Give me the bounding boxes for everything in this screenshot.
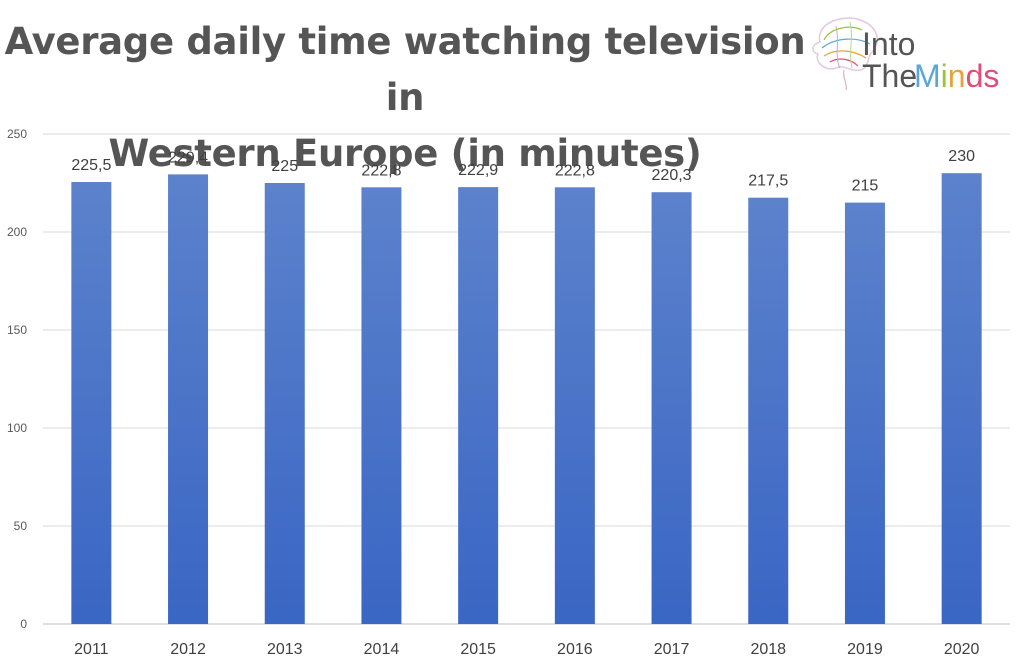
x-tick-label: 2013 [267,641,303,658]
y-tick-label: 100 [7,421,27,435]
data-label: 222,9 [458,162,498,179]
data-label: 225,5 [71,157,111,174]
bar-2019 [844,202,885,624]
data-label: 229,4 [168,149,208,166]
x-tick-label: 2014 [364,641,400,658]
data-label: 215 [852,178,879,195]
intotheminds-logo: Into The Minds [800,12,1015,97]
y-tick-label: 0 [20,617,27,631]
x-tick-label: 2016 [557,641,593,658]
logo-word-the: The [862,58,918,94]
x-tick-label: 2017 [654,641,690,658]
logo-word-into: Into [862,26,916,62]
data-label: 225 [271,158,298,175]
x-tick-label: 2018 [750,641,786,658]
data-label: 230 [948,148,975,165]
data-label: 222,8 [555,162,595,179]
data-label: 217,5 [748,173,788,190]
bar-2012 [168,174,209,624]
y-tick-label: 150 [7,323,27,337]
data-label: 220,3 [652,167,692,184]
y-tick-label: 200 [7,225,27,239]
data-labels: 225,5 229,4 225 222,8 222,9 222,8 220,3 217,5 21… [71,148,975,194]
bar-2017 [651,192,692,624]
bar-2014 [361,187,402,624]
bars [71,173,982,624]
bar-2018 [748,197,789,624]
chart-title: Average daily time watching television i… [0,14,810,182]
logo-word-minds: Minds [914,58,1000,94]
chart-title-line-2: Western Europe (in minutes) [108,132,702,175]
y-tick-label: 250 [7,127,27,141]
bar-2020 [941,173,982,624]
x-tick-label: 2020 [944,641,980,658]
data-label: 222,8 [361,162,401,179]
bar-2011 [71,182,112,624]
x-axis: 2011 2012 2013 2014 2015 2016 2017 2018 2019 2020 [74,641,979,658]
bar-2015 [458,187,499,624]
x-tick-label: 2011 [74,641,109,658]
bar-2016 [554,187,595,624]
bar-2013 [264,183,305,624]
y-tick-label: 50 [14,519,28,533]
x-tick-label: 2019 [847,641,883,658]
brain-logo-icon [812,17,879,91]
y-axis: 0 50 100 150 200 250 [7,127,27,631]
chart-title-line-1: Average daily time watching television i… [4,20,806,119]
x-tick-label: 2012 [170,641,206,658]
x-tick-label: 2015 [460,641,496,658]
